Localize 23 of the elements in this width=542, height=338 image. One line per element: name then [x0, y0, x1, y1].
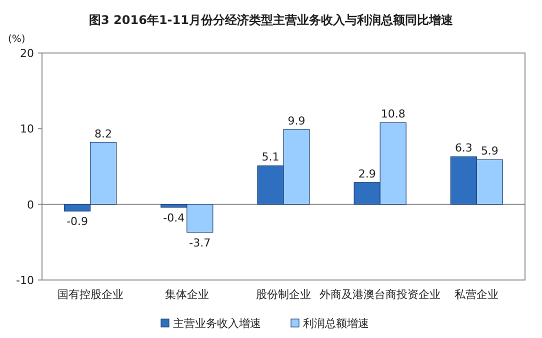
chart-title: 图3 2016年1-11月份分经济类型主营业务收入与利润总额同比增速	[89, 13, 454, 27]
legend-label: 利润总额增速	[303, 317, 369, 330]
y-tick-label: -10	[16, 274, 34, 287]
legend-label: 主营业务收入增速	[173, 317, 261, 330]
data-label: 2.9	[358, 167, 376, 180]
x-tick-label: 国有控股企业	[57, 288, 124, 301]
data-label: 5.9	[480, 144, 498, 158]
x-tick-label: 股份制企业	[256, 288, 311, 301]
x-tick-label: 外商及港澳台商投资企业	[320, 288, 441, 301]
data-label: 6.3	[454, 142, 472, 155]
data-label: -0.4	[163, 211, 185, 224]
data-label: -3.7	[189, 236, 211, 250]
y-tick-label: 0	[27, 198, 34, 212]
data-label: -0.9	[66, 215, 88, 228]
data-label: 9.9	[288, 114, 306, 128]
y-tick-label: 10	[20, 122, 34, 136]
data-label: 5.1	[262, 150, 280, 164]
y-axis-title: (%)	[8, 34, 26, 45]
data-label: 10.8	[380, 108, 406, 121]
data-label: 8.2	[94, 127, 112, 140]
x-tick-label: 集体企业	[164, 288, 209, 301]
x-tick-label: 私营企业	[454, 288, 499, 301]
y-tick-label: 20	[20, 47, 34, 60]
